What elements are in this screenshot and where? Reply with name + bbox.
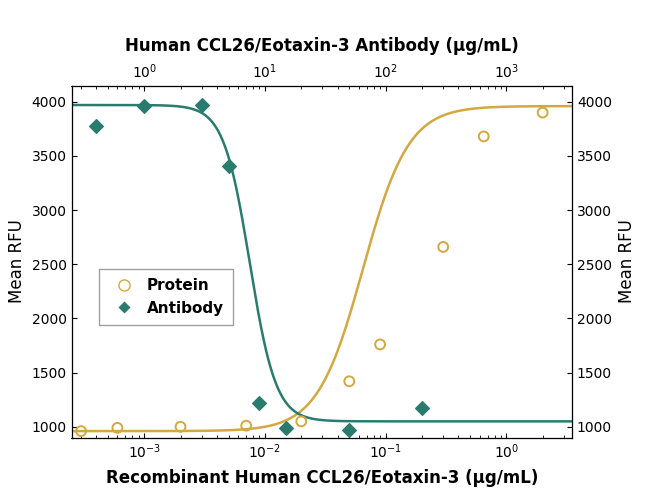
Point (112, 424, 123, 432)
Point (478, 132, 489, 140)
Point (344, 426, 354, 434)
Point (438, 243, 448, 251)
Point (91, 122, 101, 130)
Point (196, 101, 207, 109)
Y-axis label: Mean RFU: Mean RFU (618, 220, 636, 303)
Y-axis label: Mean RFU: Mean RFU (8, 220, 26, 303)
Point (176, 423, 186, 431)
Point (241, 422, 252, 430)
Point (296, 417, 306, 426)
X-axis label: Recombinant Human CCL26/Eotaxin-3 (μg/mL): Recombinant Human CCL26/Eotaxin-3 (μg/mL… (105, 469, 538, 487)
Point (344, 377, 354, 385)
Point (375, 341, 385, 349)
Point (76, 427, 86, 435)
Point (417, 404, 427, 412)
Point (281, 424, 291, 432)
Point (254, 399, 265, 407)
X-axis label: Human CCL26/Eotaxin-3 Antibody (μg/mL): Human CCL26/Eotaxin-3 Antibody (μg/mL) (125, 37, 519, 55)
Point (224, 161, 234, 170)
Point (538, 109, 548, 117)
Legend: Protein, Antibody: Protein, Antibody (99, 269, 233, 325)
Point (139, 102, 150, 110)
Point (55, 115, 65, 123)
